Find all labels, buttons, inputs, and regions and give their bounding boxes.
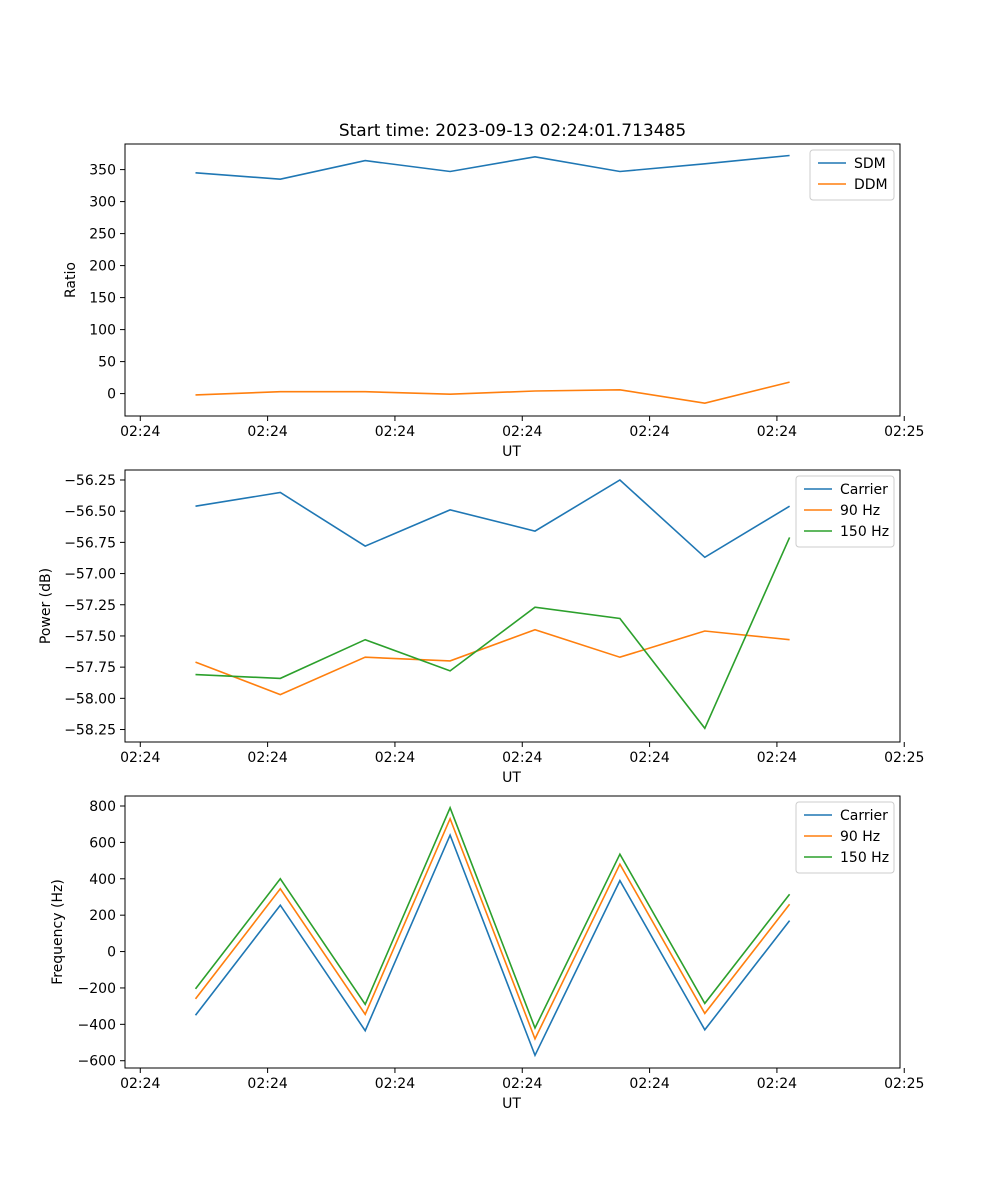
y-tick-label: 50 [98,355,116,371]
legend-box [795,475,895,548]
series-line-sdm [195,154,790,181]
series-line-150-hz [194,805,791,1030]
y-tick-label: −200 [78,981,116,997]
legend-entry-label: 90 Hz [840,829,880,845]
x-tick-label: 02:24 [247,750,287,766]
series-line-carrier [194,832,791,1058]
x-tick-label: 02:24 [247,424,287,440]
x-tick-label: 02:24 [375,1076,415,1092]
y-tick-label: 200 [89,908,116,924]
axes-frame [124,795,901,1069]
y-tick-label: −58.00 [64,691,116,707]
y-tick-label: 400 [89,872,116,888]
y-tick-label: 0 [107,945,116,961]
legend-entry-label: 150 Hz [840,524,889,540]
x-tick-label: 02:24 [757,1076,797,1092]
series-line-carrier [195,479,791,559]
y-tick-label: 600 [89,835,116,851]
legend-entry-label: DDM [854,177,888,193]
x-axis-label: UT [502,1096,521,1112]
y-tick-label: −58.25 [64,723,116,739]
x-tick-label: 02:24 [120,750,160,766]
x-tick-label: 02:25 [884,750,924,766]
legend: SDM DDM [809,149,895,201]
x-tick-label: 02:24 [375,750,415,766]
y-tick-label: −57.50 [64,629,116,645]
legend: Carrier 90 Hz 150 Hz [795,801,895,874]
y-tick-label: −56.25 [64,473,116,489]
x-tick-label: 02:24 [375,424,415,440]
y-axis-label: Power (dB) [38,568,54,644]
x-tick-label: 02:24 [502,424,542,440]
legend-entry-label: Carrier [840,808,888,824]
y-tick-label: −600 [78,1054,116,1070]
legend-entry-label: 150 Hz [840,850,889,866]
subplot-3: 02:24 02:24 02:24 02:24 02:24 02:24 02:25 UT −60… [50,795,924,1112]
x-tick-label: 02:24 [757,750,797,766]
chart-title: Start time: 2023-09-13 02:24:01.713485 [339,121,686,141]
y-tick-label: −56.75 [64,535,116,551]
legend-entry-label: SDM [854,156,886,172]
axes-frame [124,143,901,417]
x-tick-label: 02:24 [757,424,797,440]
legend-box [795,801,895,874]
x-tick-label: 02:25 [884,424,924,440]
y-tick-label: 300 [89,195,116,211]
x-tick-label: 02:24 [502,1076,542,1092]
series-line-90-hz [195,628,790,696]
axes-frame [124,469,901,743]
y-tick-label: −57.25 [64,598,116,614]
x-tick-label: 02:24 [120,1076,160,1092]
y-tick-label: −56.50 [64,504,116,520]
y-tick-label: 0 [107,387,116,403]
x-tick-label: 02:24 [629,424,669,440]
x-tick-label: 02:24 [120,424,160,440]
y-tick-label: −57.75 [64,660,116,676]
y-tick-label: −400 [78,1017,116,1033]
series-line-90-hz [194,816,791,1041]
x-tick-label: 02:25 [884,1076,924,1092]
x-tick-label: 02:24 [629,750,669,766]
legend: Carrier 90 Hz 150 Hz [795,475,895,548]
y-tick-label: 100 [89,323,116,339]
legend-entry-label: 90 Hz [840,503,880,519]
x-axis-label: UT [502,444,521,460]
y-tick-label: 150 [89,291,116,307]
y-tick-label: −57.00 [64,567,116,583]
x-tick-label: 02:24 [247,1076,287,1092]
y-axis-label: Ratio [63,262,79,298]
subplot-2: 02:24 02:24 02:24 02:24 02:24 02:24 02:25 UT −58… [38,469,924,786]
y-tick-label: 350 [89,163,116,179]
subplot-1: 02:24 02:24 02:24 02:24 02:24 02:24 02:25 UT 0 50… [63,121,924,460]
y-axis-label: Frequency (Hz) [50,879,66,985]
series-line-ddm [195,381,790,405]
x-axis-label: UT [502,770,521,786]
y-tick-label: 800 [89,799,116,815]
legend-entry-label: Carrier [840,482,888,498]
y-tick-label: 250 [89,227,116,243]
x-tick-label: 02:24 [629,1076,669,1092]
x-tick-label: 02:24 [502,750,542,766]
y-tick-label: 200 [89,259,116,275]
series-line-150-hz [195,537,791,730]
